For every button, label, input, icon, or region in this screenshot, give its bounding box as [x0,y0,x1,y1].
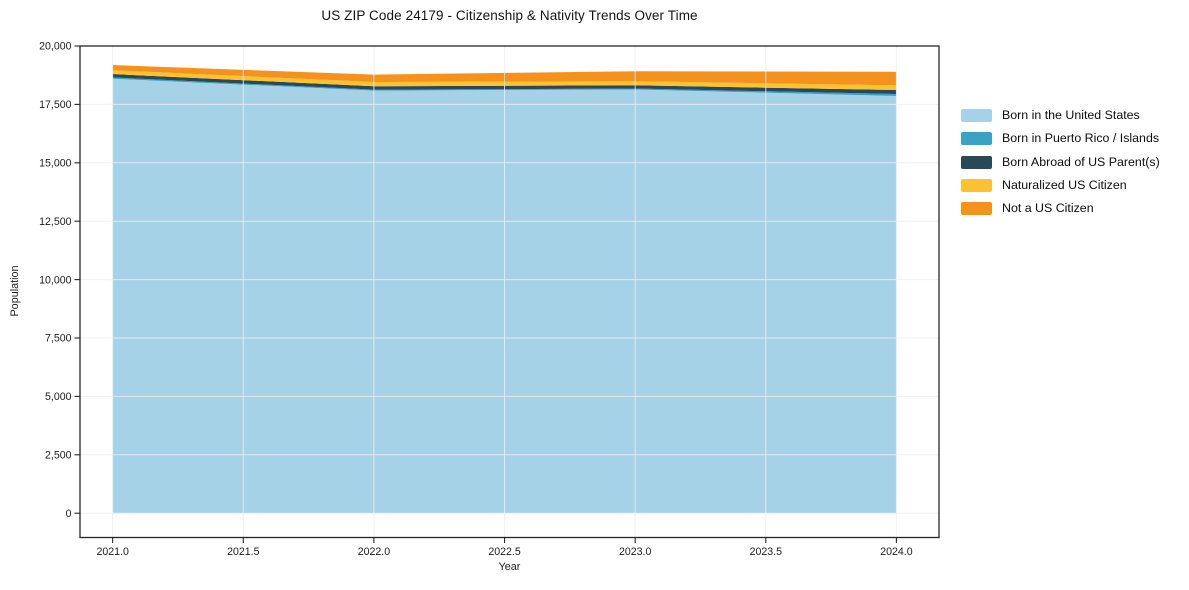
legend-label: Born in Puerto Rico / Islands [1002,131,1160,146]
x-tick-label: 2023.0 [619,546,652,558]
y-tick-label: 7,500 [45,333,72,345]
x-tick-label: 2022.0 [358,546,391,558]
x-tick-label: 2021.0 [96,546,129,558]
legend-swatch [961,132,992,146]
legend-label: Born Abroad of US Parent(s) [1002,154,1160,169]
y-axis-label: Population [9,265,21,317]
area-layer [112,74,897,95]
x-tick-label: 2024.0 [880,546,913,558]
legend-item-born-us: Born in the United States [961,109,1160,122]
plot-border [79,45,940,539]
y-tick-label: 17,500 [39,99,72,111]
x-tick-label: 2021.5 [227,546,260,558]
x-axis-label: Year [498,561,521,573]
y-tick-label: 12,500 [39,216,72,228]
area-layer [112,70,897,91]
x-tick-label: 2022.5 [488,546,521,558]
y-tick-label: 20,000 [39,41,72,53]
legend-swatch [961,155,992,169]
y-tick-label: 5,000 [45,391,72,403]
legend-swatch [961,202,992,216]
legend-swatch [961,109,992,122]
chart-title: US ZIP Code 24179 - Citizenship & Nativi… [321,8,698,23]
y-tick-label: 2,500 [45,450,72,462]
legend-label: Naturalized US Citizen [1002,177,1127,192]
legend-item-born-pr: Born in Puerto Rico / Islands [961,131,1160,146]
y-tick-label: 10,000 [39,274,72,286]
legend-item-not-citizen: Not a US Citizen [961,201,1160,216]
legend: Born in the United States Born in Puerto… [961,109,1160,216]
legend-label: Not a US Citizen [1002,201,1094,216]
x-tick-label: 2023.5 [750,546,783,558]
y-tick-label: 15,000 [39,158,72,170]
legend-item-naturalized: Naturalized US Citizen [961,177,1160,192]
legend-item-born-abroad: Born Abroad of US Parent(s) [961,154,1160,169]
y-tick-label: 0 [66,508,72,520]
legend-swatch [961,178,992,192]
legend-label: Born in the United States [1002,108,1140,122]
